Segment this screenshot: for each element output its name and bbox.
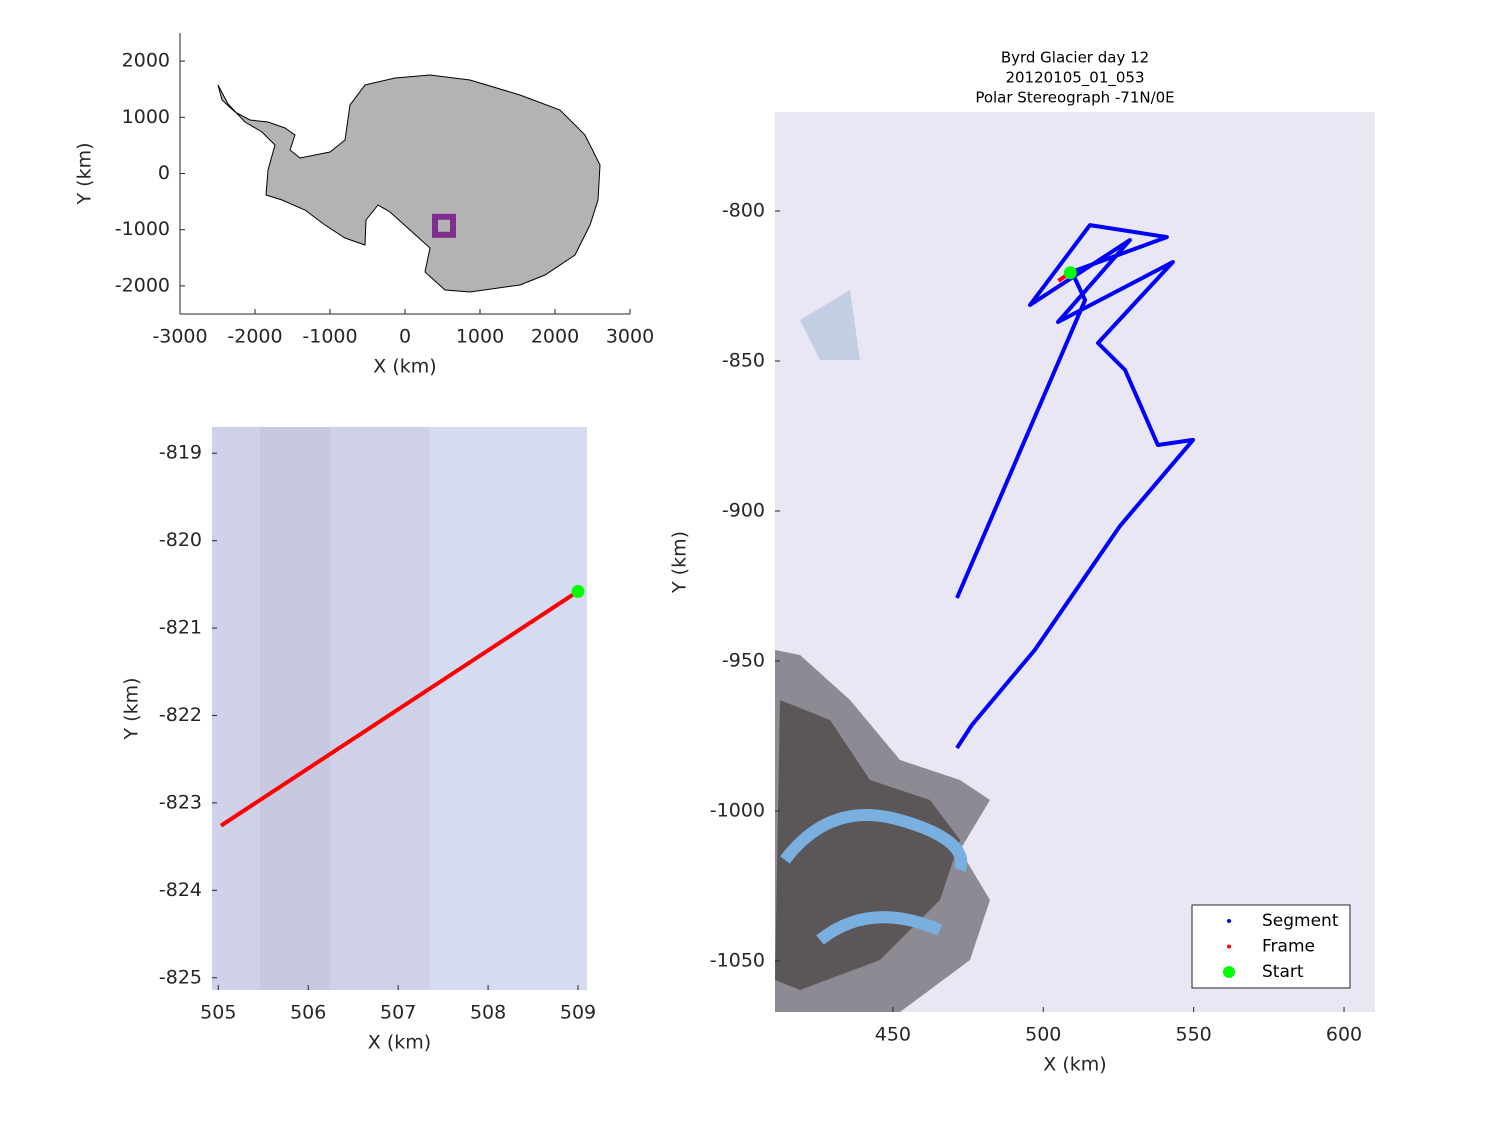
y-tick-label: -850 — [722, 350, 765, 372]
track-line — [219, 589, 580, 828]
track-line — [955, 223, 1196, 750]
y-tick-label: -823 — [159, 791, 202, 813]
y-tick-label: -1000 — [710, 800, 765, 822]
glacier — [800, 290, 860, 360]
legend-label: Segment — [1262, 911, 1339, 931]
x-tick-label: 507 — [380, 1002, 416, 1024]
y-tick-label: -822 — [159, 704, 202, 726]
x-tick-label: 505 — [200, 1002, 236, 1024]
x-tick-label: 0 — [399, 326, 411, 348]
x-tick-label: 509 — [560, 1002, 596, 1024]
start-marker — [1063, 266, 1077, 280]
x-axis-label: X (km) — [1043, 1054, 1106, 1076]
y-tick-label: -824 — [159, 879, 202, 901]
y-tick-label: -819 — [159, 442, 202, 464]
x-axis-label: X (km) — [373, 356, 436, 378]
y-axis-label: Y (km) — [74, 143, 96, 206]
x-tick-label: 450 — [875, 1024, 911, 1046]
y-tick-label: -1050 — [710, 950, 765, 972]
x-tick-label: 550 — [1176, 1024, 1212, 1046]
image-background — [260, 427, 330, 990]
y-tick-label: -820 — [159, 529, 202, 551]
glacier — [780, 809, 968, 945]
x-tick-label: -3000 — [152, 326, 207, 348]
y-tick-label: 0 — [158, 162, 170, 184]
continent-outline — [217, 74, 601, 293]
x-tick-label: 1000 — [456, 326, 504, 348]
start-marker — [571, 584, 585, 598]
y-axis-label: Y (km) — [121, 678, 143, 741]
x-tick-label: -2000 — [227, 326, 282, 348]
y-tick-label: -900 — [722, 500, 765, 522]
y-tick-label: -950 — [722, 650, 765, 672]
x-axis-label: X (km) — [368, 1032, 431, 1054]
x-tick-label: 600 — [1326, 1024, 1362, 1046]
x-tick-label: 3000 — [606, 326, 654, 348]
y-tick-label: -1000 — [115, 218, 170, 240]
legend-marker — [1223, 966, 1235, 978]
legend-label: Frame — [1262, 937, 1315, 957]
y-tick-label: -2000 — [115, 274, 170, 296]
image-background — [430, 427, 587, 990]
chart-title: 20120105_01_053 — [1005, 69, 1144, 88]
y-tick-label: 2000 — [122, 50, 170, 72]
chart-title: Byrd Glacier day 12 — [1001, 49, 1149, 67]
y-tick-label: -825 — [159, 966, 202, 988]
location-marker — [432, 213, 456, 238]
legend-label: Start — [1262, 962, 1304, 982]
legend-marker — [1227, 919, 1231, 923]
chart-title: Polar Stereograph -71N/0E — [975, 89, 1174, 107]
y-tick-label: 1000 — [122, 106, 170, 128]
legend-box — [1191, 904, 1351, 989]
y-axis-label: Y (km) — [669, 531, 691, 594]
x-tick-label: -1000 — [302, 326, 357, 348]
x-tick-label: 506 — [290, 1002, 326, 1024]
y-tick-label: -821 — [159, 617, 202, 639]
x-tick-label: 508 — [470, 1002, 506, 1024]
x-tick-label: 500 — [1025, 1024, 1061, 1046]
x-tick-label: 2000 — [531, 326, 579, 348]
y-tick-label: -800 — [722, 200, 765, 222]
legend-marker — [1227, 944, 1231, 949]
